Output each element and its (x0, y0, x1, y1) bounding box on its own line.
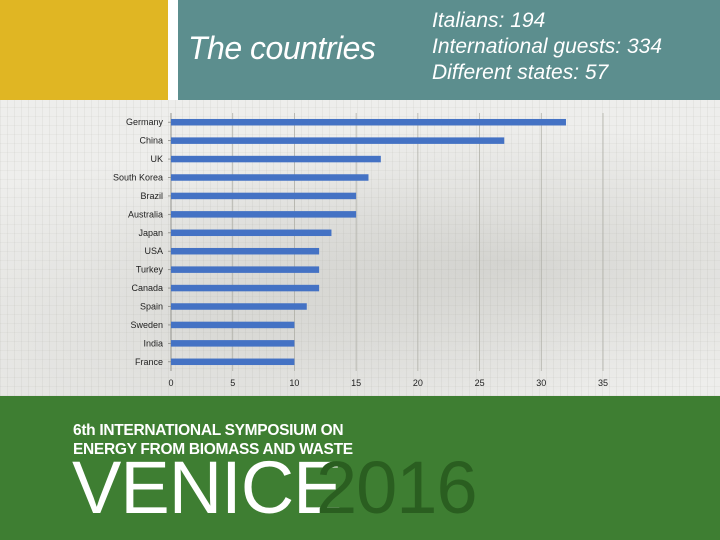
chart-background-map (0, 100, 720, 396)
y-tick-label: South Korea (113, 173, 163, 183)
x-tick-label: 10 (289, 378, 299, 388)
y-tick-label: China (139, 136, 163, 146)
stat-international-guests: International guests: 334 (432, 34, 662, 60)
stat-value: 57 (584, 61, 609, 84)
x-tick-label: 25 (475, 378, 485, 388)
y-tick-label: India (143, 338, 163, 348)
symposium-line-2: ENERGY FROM BIOMASS AND WASTE (73, 441, 353, 458)
bar (171, 192, 357, 200)
bar (171, 118, 566, 126)
y-tick-label: USA (144, 246, 163, 256)
y-tick-label: Japan (138, 228, 163, 238)
y-tick-label: Canada (131, 283, 163, 293)
stats-list: Italians: 194 International guests: 334 … (432, 8, 662, 86)
bar (171, 321, 295, 329)
bar (171, 174, 369, 181)
bar (171, 284, 320, 292)
y-tick-label: Sweden (130, 320, 163, 330)
x-tick-label: 20 (413, 378, 423, 388)
bar (171, 211, 357, 218)
footer-band (0, 396, 720, 540)
y-tick-label: UK (150, 154, 163, 164)
bar (171, 340, 295, 347)
bar-chart: Germany China UK South Korea Brazil Australia… (113, 113, 608, 388)
venice-wordmark: VENICE (72, 446, 343, 529)
yellow-accent-block (0, 0, 168, 100)
stat-value: 334 (626, 35, 663, 58)
title-block (178, 0, 720, 100)
header-band: The countries Italians: 194 Internationa… (0, 0, 720, 100)
y-tick-label: France (135, 357, 163, 367)
stat-italians: Italians: 194 (432, 8, 662, 34)
x-tick-label: 30 (536, 378, 546, 388)
y-tick-label: Spain (140, 302, 163, 312)
year-wordmark: 2016 (316, 446, 478, 529)
slide-title: The countries (188, 30, 376, 66)
symposium-line-1: 6th INTERNATIONAL SYMPOSIUM ON (73, 422, 344, 439)
stat-value: 194 (510, 9, 546, 32)
x-tick-label: 35 (598, 378, 608, 388)
stat-different-states: Different states: 57 (432, 60, 662, 86)
bar (171, 247, 320, 255)
stat-label: International guests: (432, 35, 627, 58)
x-tick-label: 15 (351, 378, 361, 388)
bar (171, 303, 307, 310)
bar (171, 155, 381, 163)
y-tick-label: Turkey (136, 265, 164, 275)
bar (171, 358, 295, 366)
stat-label: Different states: (432, 61, 585, 84)
stat-label: Italians: (432, 9, 511, 32)
bar (171, 137, 505, 144)
y-tick-label: Australia (128, 209, 163, 219)
bar (171, 229, 332, 237)
x-tick-label: 5 (230, 378, 235, 388)
bar (171, 266, 320, 273)
y-tick-label: Germany (126, 117, 164, 127)
y-tick-label: Brazil (140, 191, 163, 201)
x-tick-label: 0 (168, 378, 173, 388)
